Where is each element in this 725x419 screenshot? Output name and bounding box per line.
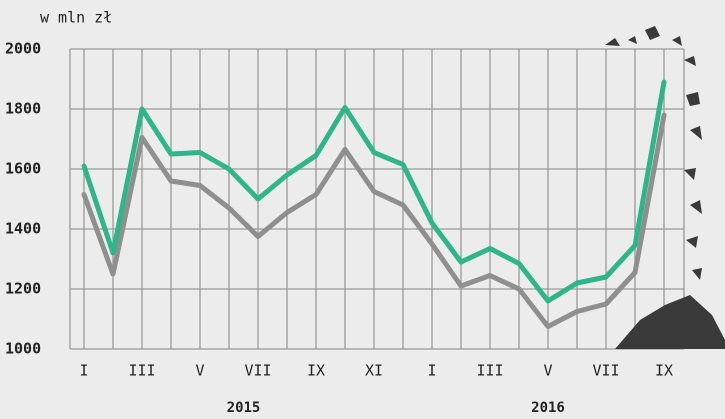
- unit-label: w mln zł: [40, 9, 112, 27]
- x-tick-label: VII: [592, 362, 619, 380]
- y-tick-label: 1200: [5, 280, 41, 298]
- x-tick-label: III: [476, 362, 503, 380]
- x-tick-label: VII: [244, 362, 271, 380]
- x-tick-label: I: [79, 362, 88, 380]
- x-tick-label: IX: [307, 362, 325, 380]
- x-tick-label: III: [128, 362, 155, 380]
- x-tick-label: V: [543, 362, 552, 380]
- y-tick-label: 2000: [5, 40, 41, 58]
- chart: w mln zł 100012001400160018002000IIIIVVI…: [0, 0, 725, 419]
- x-tick-label: XI: [365, 362, 383, 380]
- x-tick-label: V: [195, 362, 204, 380]
- x-tick-label: IX: [655, 362, 673, 380]
- y-tick-label: 1400: [5, 220, 41, 238]
- y-tick-label: 1800: [5, 100, 41, 118]
- year-label: 2016: [531, 400, 565, 416]
- background: [0, 0, 725, 419]
- x-tick-label: I: [427, 362, 436, 380]
- y-tick-label: 1000: [5, 340, 41, 358]
- year-label: 2015: [227, 400, 261, 416]
- y-tick-label: 1600: [5, 160, 41, 178]
